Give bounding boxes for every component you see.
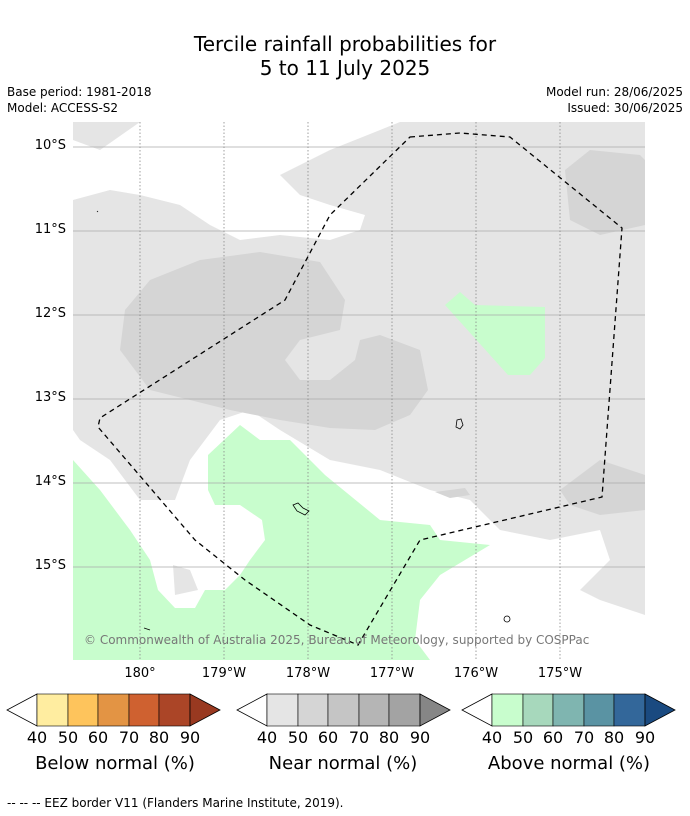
island-southwest <box>143 627 151 631</box>
below-tick: 80 <box>148 728 170 747</box>
above-tick: 40 <box>481 728 503 747</box>
below-swatch-80 <box>158 693 191 727</box>
map-area <box>73 122 645 660</box>
lat-label-13s: 13°S <box>34 390 66 405</box>
near-swatch-60 <box>327 693 360 727</box>
near-tick: 60 <box>317 728 339 747</box>
lon-label-178w: 178°W <box>285 666 331 681</box>
above-swatch-50 <box>522 693 554 727</box>
above-normal-title: Above normal (%) <box>487 753 651 774</box>
near-arrow-left <box>236 693 268 727</box>
near-tick: 80 <box>378 728 400 747</box>
above-arrow-right <box>644 693 676 727</box>
below-tick: 50 <box>57 728 79 747</box>
map-title-line2: 5 to 11 July 2025 <box>259 56 431 80</box>
lon-label-177w: 177°W <box>369 666 415 681</box>
below-swatch-40 <box>36 693 69 727</box>
near-tick: 70 <box>348 728 370 747</box>
lat-label-14s: 14°S <box>34 474 66 489</box>
island-central <box>292 502 310 516</box>
near-swatch-50 <box>297 693 329 727</box>
above-swatch-40 <box>491 693 524 727</box>
below-arrow-left <box>6 693 38 727</box>
below-tick: 70 <box>118 728 140 747</box>
above-normal-east-region <box>445 292 545 375</box>
issued-date: Issued: 30/06/2025 <box>567 101 683 115</box>
lon-label-180: 180° <box>124 666 156 681</box>
above-tick: 90 <box>634 728 656 747</box>
near-normal-title: Near normal (%) <box>268 753 418 774</box>
model-name: Model: ACCESS-S2 <box>7 101 119 115</box>
lat-label-10s: 10°S <box>34 138 66 153</box>
above-tick: 70 <box>573 728 595 747</box>
below-normal-title: Below normal (%) <box>35 753 195 774</box>
meta-right: Model run: 28/06/2025 Issued: 30/06/2025 <box>546 84 683 116</box>
above-tick: 60 <box>542 728 564 747</box>
above-tick: 50 <box>512 728 534 747</box>
near-swatch-40 <box>266 693 299 727</box>
above-arrow-left <box>461 693 493 727</box>
below-swatch-50 <box>67 693 99 727</box>
above-tick: 80 <box>603 728 625 747</box>
near-tick: 90 <box>409 728 431 747</box>
eez-border <box>97 132 623 646</box>
near-tick: 50 <box>287 728 309 747</box>
below-swatch-60 <box>97 693 130 727</box>
island-southeast <box>503 615 511 623</box>
lon-label-175w: 175°W <box>537 666 583 681</box>
island-outlines <box>96 210 511 631</box>
legend-near-bar <box>236 693 451 727</box>
lat-label-15s: 15°S <box>34 558 66 573</box>
lat-label-12s: 12°S <box>34 306 66 321</box>
above-swatch-70 <box>583 693 615 727</box>
base-period: Base period: 1981-2018 <box>7 85 152 99</box>
lon-label-179w: 179°W <box>201 666 247 681</box>
island-west-dot <box>96 210 99 213</box>
near-tick: 40 <box>256 728 278 747</box>
legend-below-bar <box>6 693 221 727</box>
near-arrow-right <box>419 693 451 727</box>
below-arrow-right <box>189 693 221 727</box>
near-normal-southwest-patch <box>173 565 198 595</box>
near-normal-50-60-region <box>120 150 645 515</box>
above-normal-south-region <box>73 425 490 660</box>
below-tick: 90 <box>179 728 201 747</box>
island-east <box>455 418 464 430</box>
above-swatch-80 <box>613 693 646 727</box>
lat-label-11s: 11°S <box>34 222 66 237</box>
below-tick: 40 <box>26 728 48 747</box>
lon-label-176w: 176°W <box>453 666 499 681</box>
model-run: Model run: 28/06/2025 <box>545 85 683 99</box>
meta-left: Base period: 1981-2018 Model: ACCESS-S2 <box>7 84 152 116</box>
above-swatch-60 <box>552 693 585 727</box>
near-swatch-70 <box>358 693 390 727</box>
legend-above-bar <box>461 693 676 727</box>
copyright-notice: © Commonwealth of Australia 2025, Bureau… <box>84 633 590 647</box>
eez-footnote: -- -- -- EEZ border V11 (Flanders Marine… <box>7 796 344 810</box>
near-swatch-80 <box>388 693 421 727</box>
graticule <box>73 122 645 660</box>
below-swatch-70 <box>128 693 160 727</box>
below-tick: 60 <box>87 728 109 747</box>
map-title-line1: Tercile rainfall probabilities for <box>193 32 497 56</box>
